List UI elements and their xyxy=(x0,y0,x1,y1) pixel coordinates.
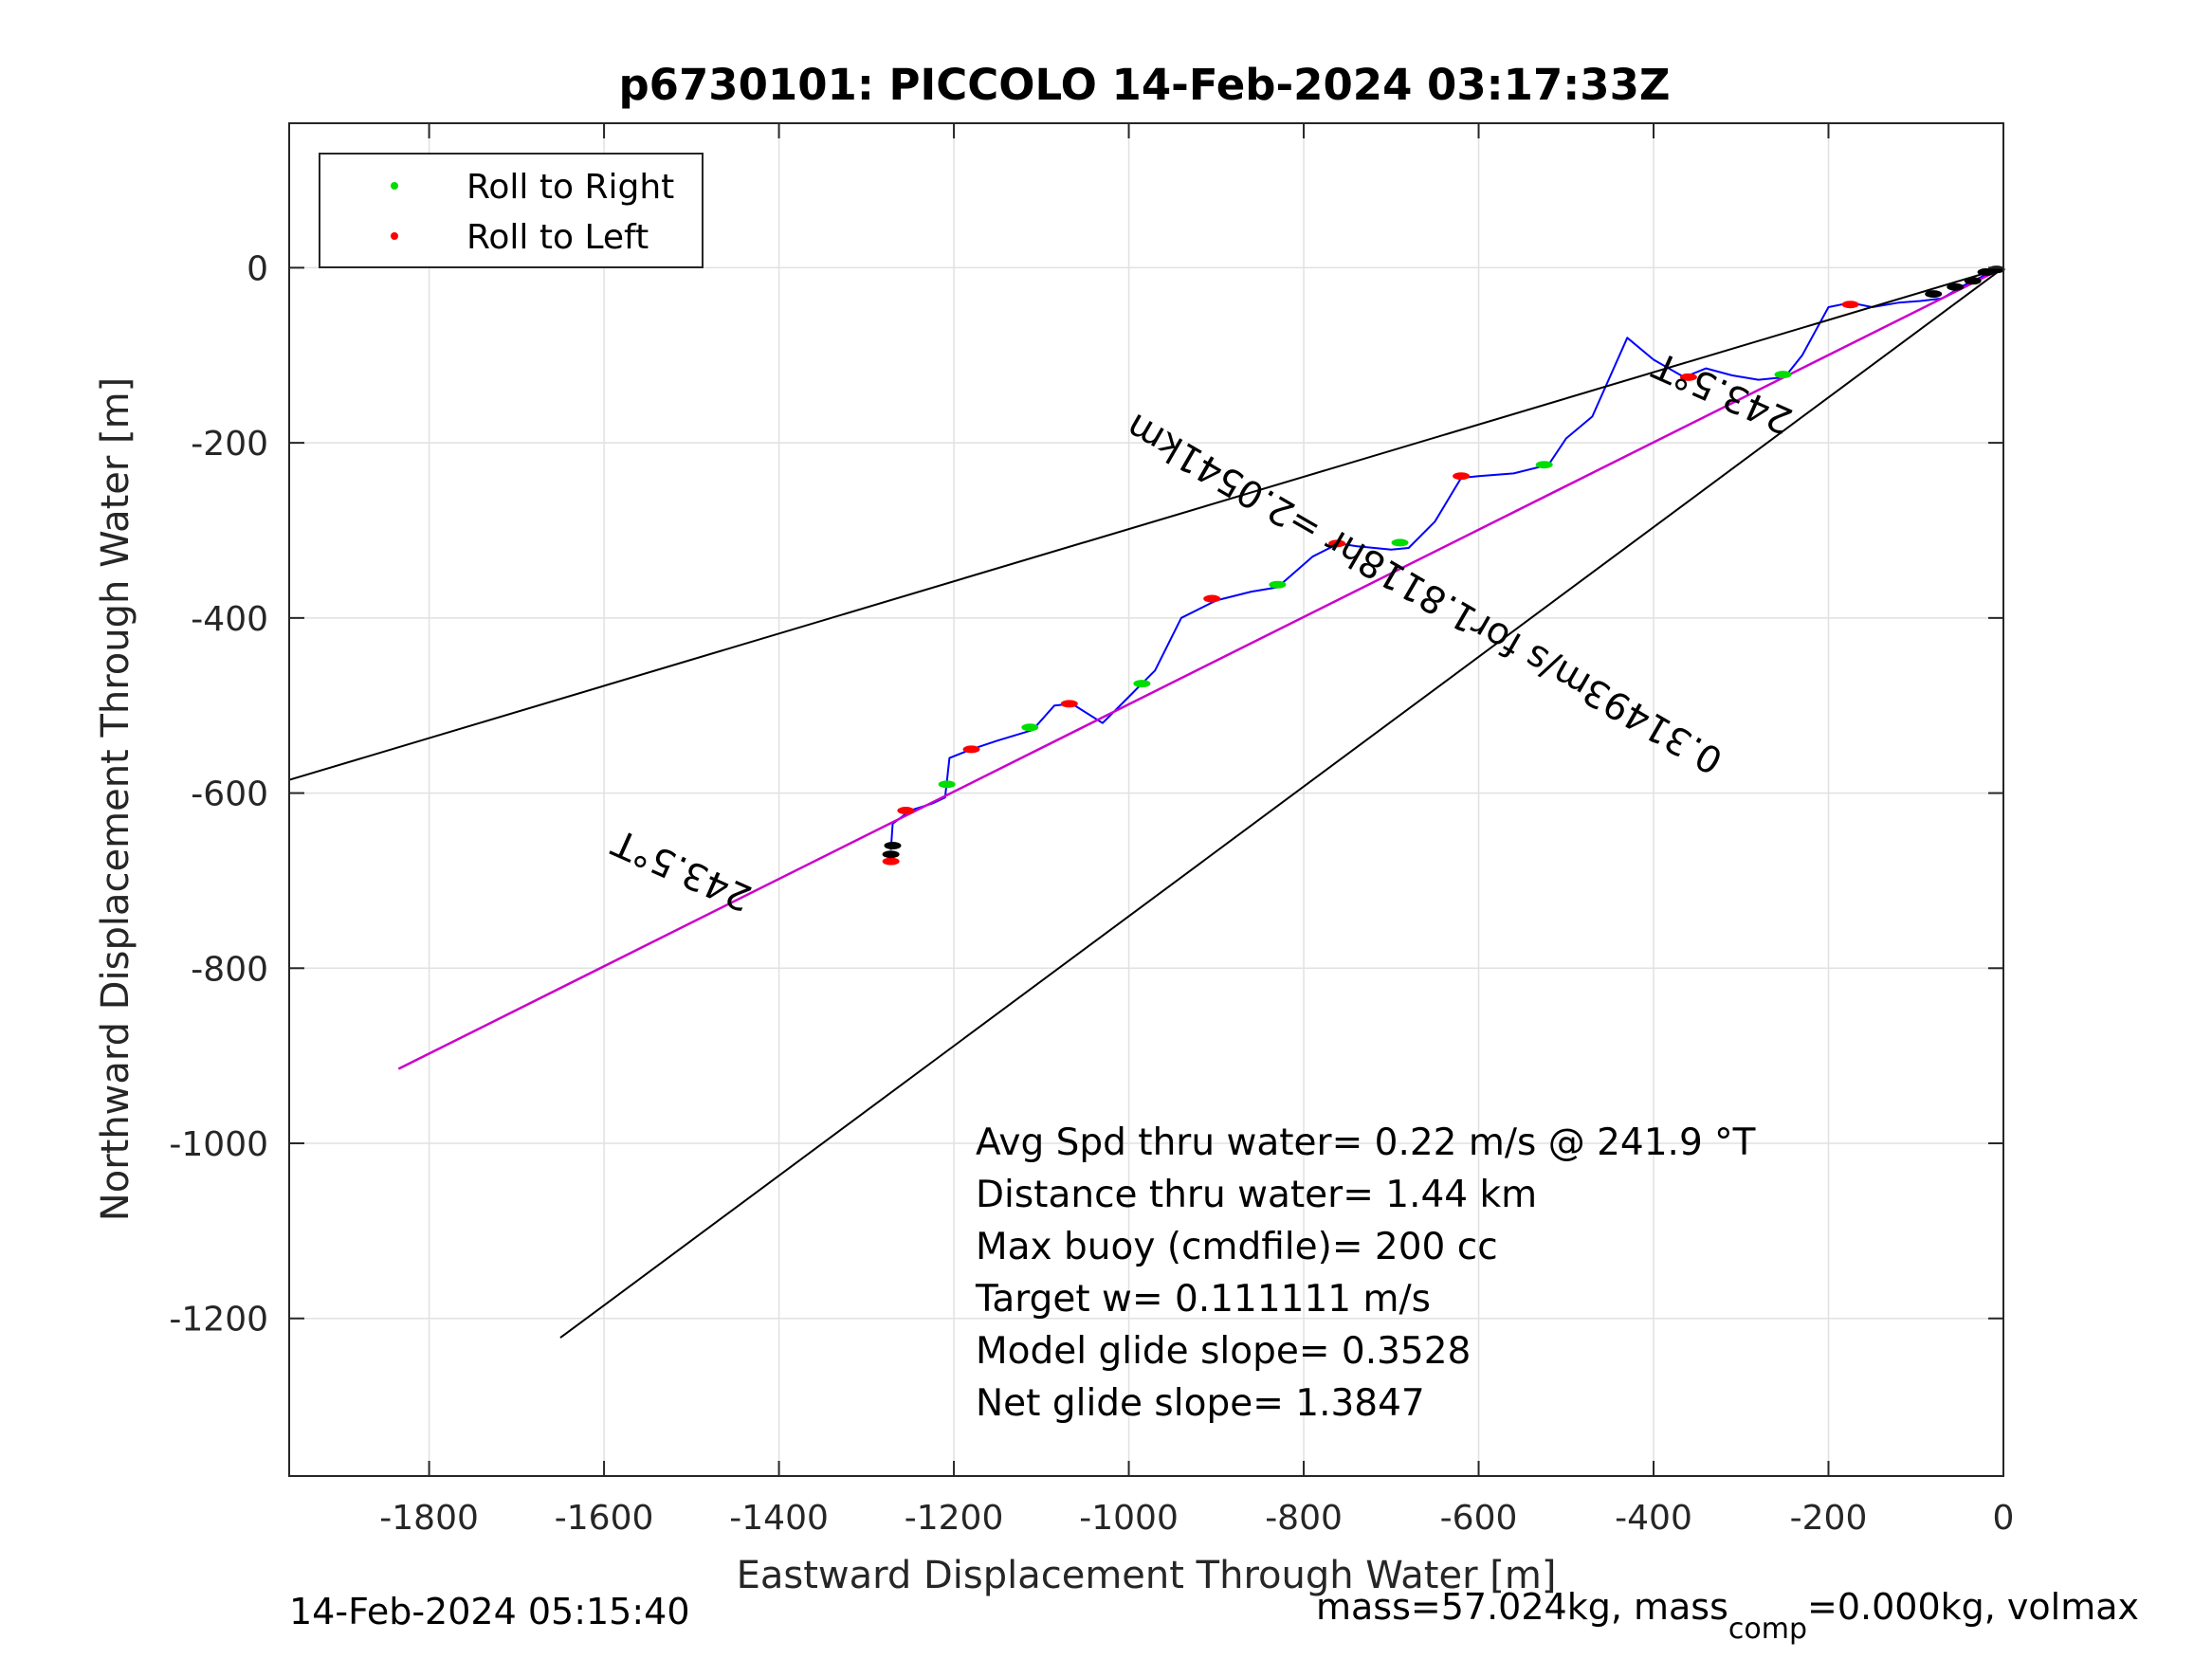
y-tick-label: -400 xyxy=(191,600,268,639)
roll-left-point xyxy=(1060,700,1078,708)
depth-mark-point xyxy=(884,841,902,849)
roll-left-point xyxy=(1453,472,1471,481)
y-axis-label: Northward Displacement Through Water [m] xyxy=(94,377,137,1221)
stat-max-buoy: Max buoy (cmdfile)= 200 cc xyxy=(976,1226,1498,1268)
footer-mass: mass=57.024kg, masscomp=0.000kg, volmax xyxy=(1316,1586,2139,1646)
roll-right-point xyxy=(938,780,956,789)
stats-block: Avg Spd thru water= 0.22 m/s @ 241.9 °T … xyxy=(975,1121,1756,1425)
plot-points xyxy=(882,265,2005,866)
x-tick-label: -1200 xyxy=(905,1499,1004,1538)
bound-line xyxy=(559,266,2004,1339)
roll-left-point xyxy=(1679,373,1697,381)
plot-lines xyxy=(288,266,2004,1339)
legend-box xyxy=(319,153,704,268)
y-tick-label: -800 xyxy=(191,950,268,989)
stat-model-glide: Model glide slope= 0.3528 xyxy=(976,1330,1471,1373)
x-tick-label: -1800 xyxy=(379,1499,479,1538)
plot-annotation-0: 243.5°T xyxy=(607,820,759,919)
axis-ticks: -1800 -1600 -1400 -1200 -1000 -800 -600 -400 -20… xyxy=(169,123,2014,1538)
stat-target-w: Target w= 0.111111 m/s xyxy=(975,1278,1431,1321)
roll-right-point xyxy=(1774,371,1792,379)
depth-mark-point xyxy=(1947,283,1965,291)
y-tick-label: -1000 xyxy=(169,1125,268,1164)
roll-right-point xyxy=(1535,461,1553,469)
roll-left-point xyxy=(897,807,915,815)
footer-mass-prefix: mass=57.024kg, mass xyxy=(1316,1586,1728,1628)
bound-line xyxy=(288,266,2004,781)
depth-mark-point xyxy=(882,850,900,859)
stat-distance: Distance thru water= 1.44 km xyxy=(976,1174,1537,1216)
legend-label-roll-right: Roll to Right xyxy=(466,168,674,207)
plot-annotation-2: 0.31493m/s for1.8118hr =2.0541km xyxy=(1119,405,1729,782)
legend: Roll to Right Roll to Left xyxy=(319,153,704,268)
x-tick-label: -1600 xyxy=(555,1499,654,1538)
y-tick-label: -200 xyxy=(191,425,268,464)
legend-marker-roll-left xyxy=(391,232,398,240)
grid xyxy=(289,123,2004,1476)
y-tick-label: 0 xyxy=(247,249,268,288)
footer-timestamp: 14-Feb-2024 05:15:40 xyxy=(289,1591,690,1632)
roll-right-point xyxy=(1269,580,1287,589)
chart-title: p6730101: PICCOLO 14-Feb-2024 03:17:33Z xyxy=(618,60,1670,110)
stat-net-glide: Net glide slope= 1.3847 xyxy=(976,1382,1425,1425)
x-tick-label: -800 xyxy=(1265,1499,1343,1538)
roll-left-point xyxy=(962,745,980,754)
stat-avg-speed: Avg Spd thru water= 0.22 m/s @ 241.9 °T xyxy=(976,1121,1756,1164)
roll-right-point xyxy=(1391,538,1409,547)
y-tick-label: -1200 xyxy=(169,1301,268,1340)
footer-mass-sub: comp xyxy=(1728,1613,1807,1646)
plot-annotation-1: 243.5°T xyxy=(1647,343,1799,442)
x-tick-label: -600 xyxy=(1440,1499,1518,1538)
mean-course-line xyxy=(397,266,2004,1070)
roll-right-point xyxy=(1021,723,1039,732)
x-axis-label: Eastward Displacement Through Water [m] xyxy=(737,1554,1557,1597)
y-tick-label: -600 xyxy=(191,775,268,814)
x-tick-label: -1400 xyxy=(729,1499,829,1538)
roll-left-point xyxy=(1203,594,1221,603)
roll-left-point xyxy=(882,857,900,866)
depth-mark-point xyxy=(1977,268,1995,277)
x-tick-label: -1000 xyxy=(1079,1499,1179,1538)
footer-mass-suffix: =0.000kg, volmax xyxy=(1807,1586,2139,1628)
roll-right-point xyxy=(1133,680,1151,688)
track-line xyxy=(889,266,2004,850)
legend-marker-roll-right xyxy=(391,182,398,190)
x-tick-label: -200 xyxy=(1790,1499,1868,1538)
depth-mark-point xyxy=(1925,290,1943,299)
legend-label-roll-left: Roll to Left xyxy=(466,218,649,257)
plot-frame xyxy=(288,122,2004,1477)
roll-left-point xyxy=(1328,539,1346,548)
roll-left-point xyxy=(1841,301,1859,309)
x-tick-label: -400 xyxy=(1615,1499,1692,1538)
depth-mark-point xyxy=(1964,277,1982,285)
x-tick-label: 0 xyxy=(1993,1499,2015,1538)
